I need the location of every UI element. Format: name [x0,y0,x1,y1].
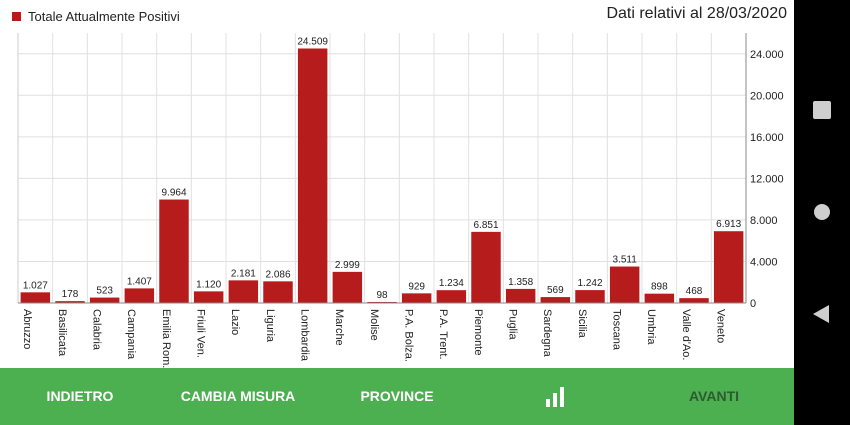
chart-legend: Totale Attualmente Positivi [12,7,180,25]
bar [193,291,224,303]
bar [89,297,120,303]
x-tick-label: Calabria [90,309,102,351]
bar-value-label: 98 [376,290,388,301]
bar-value-label: 6.851 [473,220,498,231]
change-measure-button[interactable]: CAMBIA MISURA [180,388,296,404]
bar [575,290,605,303]
bar-value-label: 523 [96,286,113,297]
bar [644,293,675,303]
x-tick-label: Valle d'Ao. [680,309,692,360]
bar-value-label: 1.120 [196,279,221,290]
x-tick-label: P.A. Bolza. [402,309,414,362]
app-screen: Totale Attualmente Positivi Dati relativ… [0,5,794,425]
x-tick-label: P.A. Trent. [437,309,449,360]
bar-value-label: 468 [686,286,703,297]
x-tick-label: Umbria [645,309,657,345]
x-tick-label: Sardegna [541,309,553,358]
bar-value-label: 2.086 [265,269,290,280]
bar [297,48,328,304]
bar [401,293,432,303]
x-tick-label: Molise [368,309,380,341]
legend-swatch [12,11,21,21]
y-tick-label: 0 [750,298,756,310]
bar-value-label: 6.913 [716,219,741,230]
x-tick-label: Veneto [714,309,726,343]
x-tick-label: Liguria [264,309,276,343]
y-tick-label: 12.000 [750,173,784,185]
bar [713,231,744,303]
bar-value-label: 569 [547,285,564,296]
bar [20,292,51,303]
y-tick-label: 16.000 [750,132,784,144]
y-tick-label: 4.000 [750,256,778,268]
x-tick-label: Abruzzo [21,309,33,349]
bar [55,301,85,303]
bar [471,231,501,303]
triangle-back-icon[interactable] [813,304,831,324]
bar-value-label: 898 [651,282,668,293]
bar-value-label: 1.027 [23,280,48,291]
bar [505,288,536,303]
y-tick-label: 24.000 [750,49,784,61]
bar-value-label: 1.358 [508,277,533,288]
bar [159,199,189,303]
system-navigation-bar [794,0,850,425]
x-tick-label: Piemonte [472,309,484,355]
x-tick-label: Puglia [506,309,518,340]
provinces-button[interactable]: PROVINCE [360,388,434,404]
x-tick-label: Toscana [610,309,622,351]
bar-value-label: 2.181 [231,268,256,279]
bar-value-label: 2.999 [335,260,360,271]
bar-value-label: 1.242 [577,278,602,289]
x-tick-label: Emilia Rom. [160,309,172,368]
bar [263,281,293,303]
bar-value-label: 178 [62,289,79,300]
bar [367,301,397,303]
bar-value-label: 9.964 [161,188,186,199]
x-tick-label: Sicilia [576,309,588,339]
bar [609,266,640,303]
date-label: Dati relativi al 28/03/2020 [606,5,787,22]
circle-icon[interactable] [813,203,831,221]
x-tick-label: Basilicata [56,309,68,357]
x-tick-label: Friuli Ven. [194,309,206,358]
bar-value-label: 929 [408,281,425,292]
bar [124,288,155,303]
y-tick-label: 20.000 [750,90,784,102]
bar-value-label: 24.509 [297,36,328,47]
legend-label: Totale Attualmente Positivi [28,8,180,24]
bar [436,290,467,303]
bar [540,297,571,303]
bar [332,271,363,303]
x-tick-label: Campania [125,309,137,360]
back-button[interactable]: INDIETRO [46,388,114,404]
x-tick-label: Marche [333,309,345,346]
bar-value-label: 3.511 [613,255,638,266]
x-tick-label: Lazio [229,309,241,335]
bar [228,280,259,303]
y-tick-label: 8.000 [750,215,778,227]
bar-chart-icon[interactable] [544,385,566,407]
bottom-action-bar: INDIETRO CAMBIA MISURA PROVINCE AVANTI [0,368,794,425]
bar-value-label: 1.407 [127,276,152,287]
x-tick-label: Lombardia [298,309,310,362]
bar-chart: 0 4.000 8.000 12.000 16.000 20.000 24.000 1.027… [17,33,784,368]
next-button[interactable]: AVANTI [688,388,740,404]
bar [679,298,709,303]
square-icon[interactable] [813,101,831,119]
bar-value-label: 1.234 [439,278,464,289]
